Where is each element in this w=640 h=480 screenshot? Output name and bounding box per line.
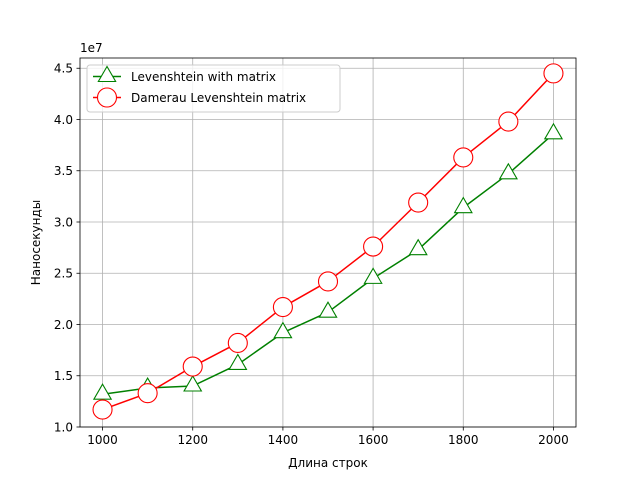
data-point-circle <box>453 147 474 168</box>
y-tick-label: 4.5 <box>54 62 73 76</box>
y-axis-label: Наносекунды <box>29 200 43 286</box>
series-line <box>102 133 554 395</box>
legend-label: Levenshtein with matrix <box>131 70 276 84</box>
series-circle <box>92 63 564 420</box>
data-point-triangle <box>543 122 564 140</box>
data-point-circle <box>272 297 293 318</box>
x-tick-label: 1800 <box>448 433 479 447</box>
y-tick-label: 2.0 <box>54 318 73 332</box>
legend-box <box>86 64 341 113</box>
data-point-triangle <box>408 238 428 256</box>
series-line <box>102 72 555 411</box>
axis-ticks: 1000 1200 1400 1600 1800 2000 1.0 1.5 2.0 2.5 3.0 3… <box>54 62 569 447</box>
x-tick-label: 1600 <box>358 433 389 447</box>
grid-lines <box>80 58 576 428</box>
y-tick-label: 3.0 <box>54 215 73 229</box>
y-tick-label: 2.5 <box>54 267 73 281</box>
plot-frame <box>79 57 577 428</box>
y-tick-label: 4.0 <box>54 113 73 127</box>
x-tick-label: 1400 <box>268 433 299 447</box>
legend-marker-triangle <box>97 65 117 83</box>
legend-label: Damerau Levenshtein matrix <box>131 91 306 105</box>
x-axis-label: Длина строк <box>288 456 368 470</box>
data-point-circle <box>317 271 339 292</box>
data-point-circle <box>498 111 519 132</box>
series-layer <box>92 63 564 420</box>
series-triangle <box>92 122 564 400</box>
y-tick-label: 1.5 <box>54 369 73 383</box>
legend-entry: Levenshtein with matrix <box>93 65 276 84</box>
data-point-triangle <box>318 301 338 318</box>
y-tick-label: 1.0 <box>54 420 73 434</box>
legend-marker-circle <box>96 87 118 108</box>
data-point-triangle <box>453 196 473 214</box>
data-point-circle <box>137 383 158 404</box>
x-tick-label: 1000 <box>87 433 118 447</box>
data-point-circle <box>182 356 203 377</box>
data-point-circle <box>227 332 248 354</box>
legend-entry: Damerau Levenshtein matrix <box>93 87 306 108</box>
data-point-triangle <box>498 162 518 180</box>
data-point-triangle <box>363 267 383 284</box>
data-point-triangle <box>92 383 113 400</box>
data-point-triangle <box>228 353 248 371</box>
legend: Levenshtein with matrix Damerau Levenshte… <box>86 64 341 113</box>
x-tick-label: 1200 <box>177 433 208 447</box>
x-tick-label: 2000 <box>538 433 569 447</box>
data-point-circle <box>543 63 564 84</box>
data-point-circle <box>363 236 384 257</box>
data-point-circle <box>92 399 113 420</box>
y-axis-offset-label: 1e7 <box>80 41 103 55</box>
data-point-triangle <box>273 321 293 339</box>
data-point-circle <box>408 192 429 213</box>
data-point-triangle <box>183 374 203 392</box>
y-tick-label: 3.5 <box>54 164 73 178</box>
